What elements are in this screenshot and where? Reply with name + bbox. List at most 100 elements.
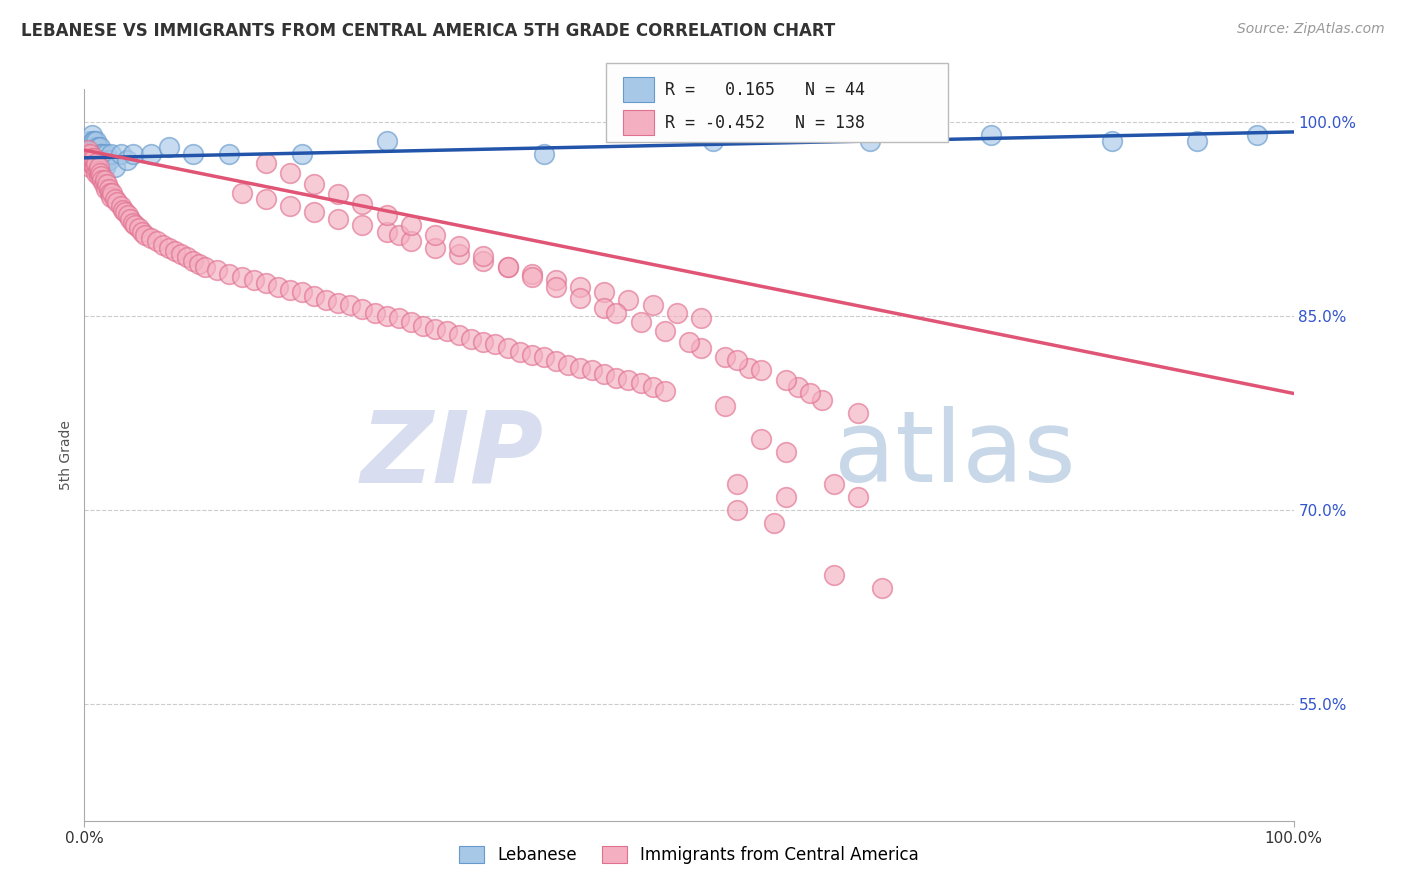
Point (811, 392, 834, 407)
Point (1185, 134, 1208, 148)
Point (86, 166, 108, 180)
Point (218, 268, 240, 282)
Text: R =   0.165   N = 44: R = 0.165 N = 44 (665, 81, 865, 99)
Point (339, 298, 361, 312)
Point (725, 503, 748, 517)
Point (80, 151, 103, 165)
Text: atlas: atlas (834, 407, 1076, 503)
Point (79, 147, 101, 161)
Point (496, 260, 519, 274)
Point (128, 220, 150, 235)
Point (593, 301, 616, 315)
Point (302, 289, 325, 303)
Point (775, 444, 797, 458)
Point (86, 134, 108, 148)
Point (76, 147, 98, 161)
Point (254, 192, 277, 206)
Point (678, 334, 700, 349)
Point (254, 156, 277, 170)
Point (665, 306, 688, 320)
Point (104, 160, 127, 174)
Point (83, 147, 105, 161)
Point (83, 134, 105, 148)
Point (89, 153, 111, 168)
Point (654, 324, 676, 338)
Point (115, 153, 138, 168)
Point (86, 163, 108, 178)
Point (84, 147, 107, 161)
Point (94, 147, 117, 161)
Point (388, 311, 411, 326)
Point (725, 477, 748, 491)
Point (751, 363, 773, 377)
Point (181, 254, 204, 268)
Point (775, 490, 797, 504)
Point (509, 345, 531, 359)
Point (375, 225, 398, 239)
Point (702, 134, 724, 148)
Point (436, 324, 458, 338)
Point (86, 153, 108, 168)
Point (87, 160, 110, 174)
Point (399, 315, 422, 329)
Point (165, 244, 187, 258)
Point (89, 166, 111, 180)
Point (90, 169, 112, 183)
Point (77, 140, 100, 154)
Point (496, 341, 519, 355)
Point (569, 360, 592, 375)
Point (714, 350, 737, 364)
Point (278, 283, 301, 297)
Text: ZIP: ZIP (361, 407, 544, 503)
Point (328, 187, 350, 202)
Point (146, 234, 169, 248)
Text: R = -0.452   N = 138: R = -0.452 N = 138 (665, 113, 865, 131)
Point (533, 350, 555, 364)
Point (399, 234, 422, 248)
Point (101, 186, 124, 200)
Point (105, 194, 128, 209)
Point (496, 260, 519, 274)
Point (352, 197, 374, 211)
Point (84, 153, 107, 168)
Point (328, 211, 350, 226)
Point (762, 516, 785, 530)
Point (1101, 134, 1123, 148)
Point (121, 147, 143, 161)
Point (86, 156, 108, 170)
Point (152, 237, 174, 252)
Point (242, 272, 264, 286)
Point (84, 160, 107, 174)
Point (82, 153, 104, 168)
Point (593, 285, 616, 300)
Point (423, 228, 446, 243)
Point (533, 147, 555, 161)
Point (980, 128, 1002, 142)
Point (181, 147, 204, 161)
Point (94, 182, 117, 196)
Point (278, 199, 301, 213)
Point (352, 218, 374, 232)
Point (79, 147, 101, 161)
Point (278, 166, 301, 180)
Point (89, 140, 111, 154)
Point (823, 567, 845, 582)
Point (751, 432, 773, 446)
Point (170, 246, 193, 260)
Point (121, 215, 143, 229)
Point (124, 218, 146, 232)
Point (77, 143, 100, 157)
Point (557, 358, 579, 372)
Point (97, 153, 120, 168)
Point (80, 128, 103, 142)
Point (93, 177, 115, 191)
Point (544, 272, 567, 286)
Point (87, 169, 110, 183)
Point (593, 367, 616, 381)
Point (98, 186, 121, 200)
Point (641, 298, 664, 312)
Point (872, 581, 894, 595)
Point (87, 160, 110, 174)
Point (472, 254, 495, 268)
Legend: Lebanese, Immigrants from Central America: Lebanese, Immigrants from Central Americ… (453, 839, 925, 871)
